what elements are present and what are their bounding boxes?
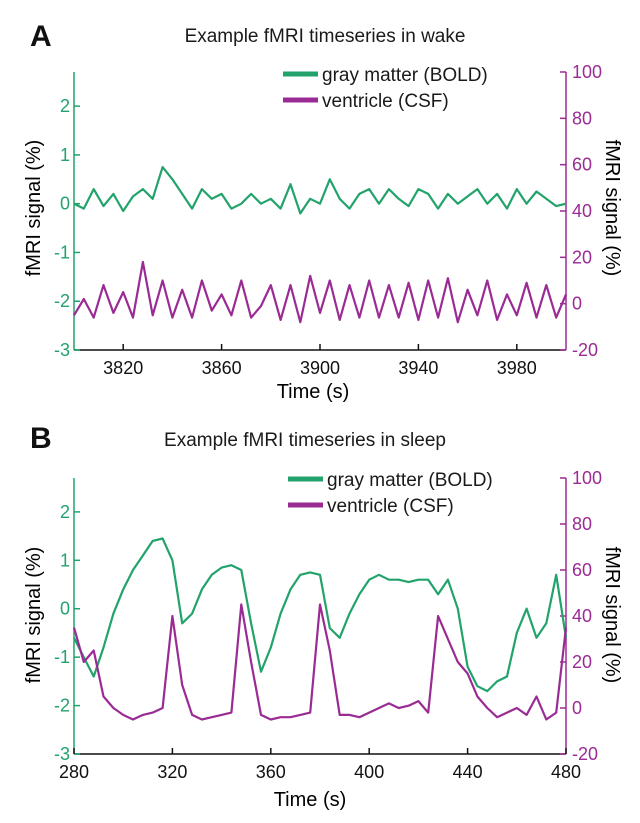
- panel-b-right-tick-label: 40: [572, 606, 592, 626]
- panel-b-x-tick-label: 480: [551, 762, 581, 782]
- panel-b-x-tick-label: 360: [256, 762, 286, 782]
- panel-b-x-tick-label: 320: [157, 762, 187, 782]
- panel-b-left-tick-label: 2: [60, 502, 70, 522]
- panel-a-left-tick-label: 2: [60, 96, 70, 116]
- panel-a-left-tick-label: -1: [54, 242, 70, 262]
- panel-b-legend-label-bold: gray matter (BOLD): [327, 470, 493, 491]
- panel-b-plot: -3 -2 -1 0 1 2 -20 0 20 40 60 80 100 280 320 360 400 440 4…: [54, 468, 602, 782]
- panel-a-x-tick-label: 3860: [202, 358, 242, 378]
- panel-b-right-tick-label: 80: [572, 514, 592, 534]
- panel-a-left-tick-label: -3: [54, 340, 70, 360]
- panel-a-x-tick-label: 3980: [497, 358, 537, 378]
- panel-b-right-tick-label: -20: [572, 744, 598, 764]
- panel-b-left-tick-label: 1: [60, 550, 70, 570]
- panel-a-right-tick-label: 60: [572, 155, 592, 175]
- panel-a-x-tick-label: 3900: [300, 358, 340, 378]
- panel-a-right-tick-label: 80: [572, 108, 592, 128]
- panel-b-series-line-bold: [73, 537, 568, 693]
- panel-b-left-tick-label: -3: [54, 744, 70, 764]
- panel-a-left-tick-label: -2: [54, 291, 70, 311]
- panel-a-right-tick-label: -20: [572, 340, 598, 360]
- panel-b-x-tick-label: 280: [59, 762, 89, 782]
- panel-a-left-tick-label: 0: [60, 194, 70, 214]
- panel-b-legend-label-csf: ventricle (CSF): [327, 496, 454, 517]
- panel-b-x-tick-label: 400: [354, 762, 384, 782]
- panel-a-chart: A Example fMRI timeseries in wake -3 -2 -1…: [23, 20, 623, 403]
- panel-a-left-tick-label: 1: [60, 145, 70, 165]
- panel-b-x-tick-label: 440: [453, 762, 483, 782]
- panel-b-left-tick-label: 0: [60, 599, 70, 619]
- panel-a-x-tick-label: 3940: [398, 358, 438, 378]
- panel-a-letter: A: [30, 20, 52, 53]
- panel-b-left-tick-label: -2: [54, 696, 70, 716]
- panel-a-right-tick-label: 100: [572, 62, 602, 82]
- panel-a-right-tick-label: 0: [572, 294, 582, 314]
- panel-b-x-axis-label: Time (s): [274, 789, 347, 811]
- panel-a-x-tick-label: 3820: [103, 358, 143, 378]
- panel-b-left-tick-label: -1: [54, 647, 70, 667]
- panel-a-series-line-csf: [73, 260, 568, 324]
- panel-a-right-y-axis-label: fMRI signal (%): [601, 140, 623, 277]
- panel-b-letter: B: [30, 422, 52, 455]
- panel-a-plot: -3 -2 -1 0 1 2 -20 0 20 40 60 80 100 3820 3860 3900 3940…: [54, 62, 602, 378]
- panel-a-right-tick-label: 40: [572, 201, 592, 221]
- panel-a-legend-label-csf: ventricle (CSF): [322, 91, 449, 112]
- panel-b-chart: B Example fMRI timeseries in sleep -3-2-…: [23, 422, 623, 811]
- panel-a-x-axis-label: Time (s): [277, 381, 350, 403]
- panel-a-right-tick-label: 20: [572, 247, 592, 267]
- panel-b-series-line-csf: [72, 603, 568, 721]
- panel-b-right-tick-label: 20: [572, 652, 592, 672]
- panel-b-title: Example fMRI timeseries in sleep: [164, 430, 446, 451]
- panel-b-right-tick-label: 60: [572, 560, 592, 580]
- panel-b-right-tick-label: 100: [572, 468, 602, 488]
- panel-b-right-y-axis-label: fMRI signal (%): [601, 547, 623, 684]
- panel-a-legend-label-bold: gray matter (BOLD): [322, 65, 488, 86]
- panel-a-title: Example fMRI timeseries in wake: [185, 26, 466, 47]
- panel-b-right-tick-label: 0: [572, 698, 582, 718]
- panel-a-legend: gray matter (BOLD) ventricle (CSF): [283, 65, 488, 112]
- panel-a-series-line-bold: [73, 166, 567, 215]
- panel-b-legend: gray matter (BOLD) ventricle (CSF): [288, 470, 493, 517]
- panel-a-left-y-axis-label: fMRI signal (%): [23, 140, 45, 277]
- panel-b-left-y-axis-label: fMRI signal (%): [23, 547, 45, 684]
